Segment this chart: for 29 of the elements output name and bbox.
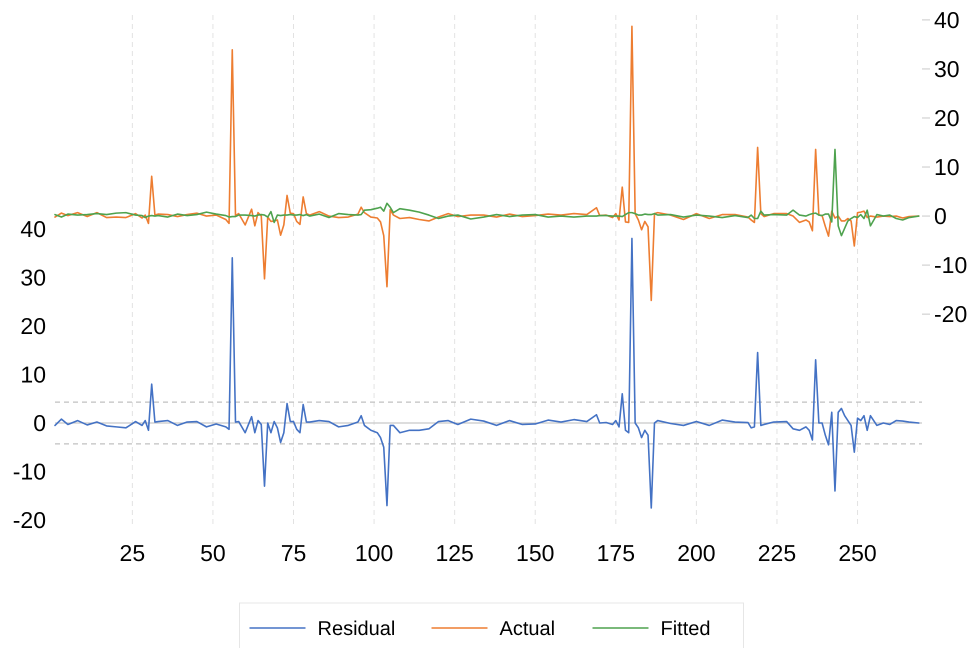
y-tick-label: 30 xyxy=(20,264,46,290)
legend-label: Residual xyxy=(318,618,396,640)
y2-tick-label: -10 xyxy=(934,252,968,278)
y2-tick-label: 40 xyxy=(934,6,960,33)
y-tick-label: -10 xyxy=(12,458,46,485)
y2-tick-label: 30 xyxy=(934,56,960,82)
x-tick-label: 100 xyxy=(354,540,394,566)
y-tick-label: 0 xyxy=(33,410,46,436)
x-tick-label: 225 xyxy=(758,540,796,566)
y2-tick-label: 10 xyxy=(934,154,960,180)
x-tick-label: 200 xyxy=(677,540,716,566)
x-tick-label: 250 xyxy=(838,540,877,566)
line-series xyxy=(54,238,920,509)
line-series xyxy=(54,148,920,236)
x-tick-label: 175 xyxy=(596,540,635,566)
y-tick-label: 10 xyxy=(20,361,46,388)
y2-tick-label: 20 xyxy=(934,105,960,132)
x-tick-label: 75 xyxy=(280,540,306,566)
x-tick-label: 25 xyxy=(120,540,146,566)
y2-tick-label: 0 xyxy=(934,203,947,230)
y-tick-label: -20 xyxy=(12,507,46,534)
y-tick-label: 40 xyxy=(20,216,46,242)
x-tick-label: 125 xyxy=(435,540,474,566)
legend-label: Actual xyxy=(500,618,556,640)
y-tick-label: 20 xyxy=(20,312,46,339)
x-tick-label: 150 xyxy=(516,540,554,566)
legend-label: Fitted xyxy=(660,618,711,640)
x-tick-label: 50 xyxy=(200,540,226,566)
y2-tick-label: -20 xyxy=(934,301,968,328)
